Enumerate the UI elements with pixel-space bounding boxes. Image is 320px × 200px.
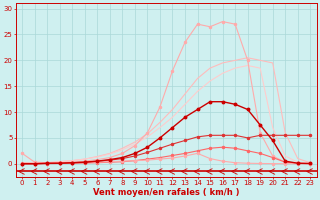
X-axis label: Vent moyen/en rafales ( km/h ): Vent moyen/en rafales ( km/h ) [93,188,239,197]
